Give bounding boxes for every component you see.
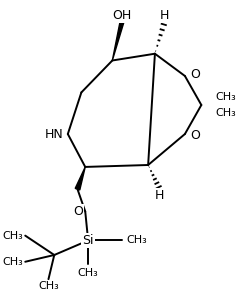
Text: CH₃: CH₃	[3, 257, 23, 267]
Polygon shape	[75, 167, 85, 190]
Text: CH₃: CH₃	[215, 92, 236, 102]
Text: O: O	[73, 205, 83, 218]
Text: O: O	[191, 67, 201, 81]
Text: H: H	[155, 189, 164, 202]
Text: CH₃: CH₃	[38, 281, 59, 291]
Polygon shape	[112, 21, 124, 60]
Text: CH₃: CH₃	[78, 267, 98, 278]
Text: CH₃: CH₃	[215, 108, 236, 118]
Text: CH₃: CH₃	[3, 231, 23, 241]
Text: H: H	[160, 9, 169, 22]
Text: Si: Si	[82, 234, 94, 247]
Text: O: O	[191, 129, 201, 142]
Text: HN: HN	[45, 128, 64, 140]
Text: CH₃: CH₃	[126, 235, 147, 246]
Text: OH: OH	[112, 9, 132, 22]
